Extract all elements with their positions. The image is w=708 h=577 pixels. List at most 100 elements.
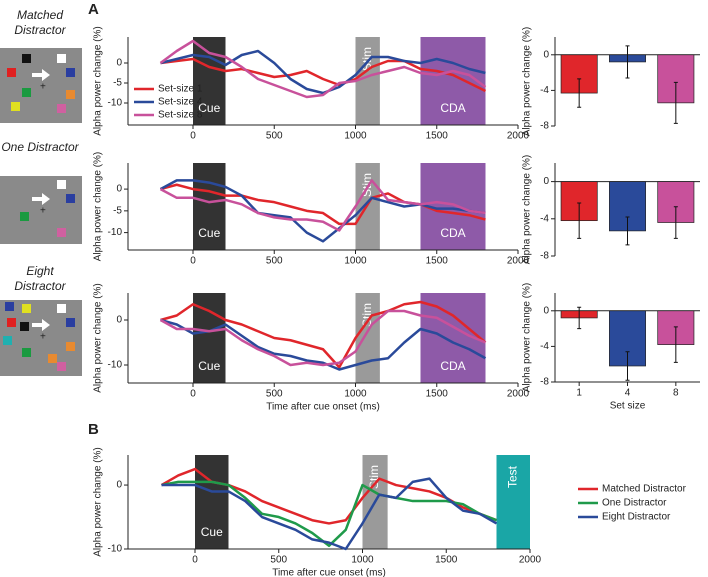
x-tick-label: 4 — [625, 388, 631, 399]
band-label: Stim — [360, 173, 374, 197]
y-axis-label: Alpha power change (%) — [93, 26, 104, 136]
svg-text:+: + — [40, 332, 46, 343]
band-label: Cue — [198, 101, 220, 115]
error-bar — [625, 45, 630, 79]
legend-label: Set-size 4 — [158, 97, 203, 108]
stimulus-display: + — [0, 48, 82, 123]
band-label: CDA — [440, 359, 465, 373]
series-line — [161, 480, 497, 548]
x-axis-label: Set size — [610, 401, 646, 412]
error-bar — [577, 306, 582, 330]
x-tick-label: 1500 — [426, 389, 449, 400]
event-band — [355, 293, 380, 383]
series-line — [160, 49, 486, 95]
svg-text:+: + — [40, 82, 46, 93]
svg-text:+: + — [40, 206, 46, 217]
legend-label: Set-size 8 — [158, 110, 203, 121]
y-axis-label: Alpha power change (%) — [93, 283, 104, 393]
x-tick-label: 0 — [190, 256, 196, 267]
y-tick-label: 0 — [543, 176, 549, 187]
y-tick-label: -10 — [108, 544, 123, 555]
x-tick-label: 2000 — [507, 256, 530, 267]
y-axis-label: Alpha power change (%) — [522, 27, 533, 137]
stimulus-label: One Distractor — [1, 140, 79, 154]
event-band — [195, 455, 229, 549]
error-bar — [577, 202, 582, 239]
y-axis-label: Alpha power change (%) — [522, 155, 533, 265]
x-tick-label: 2000 — [507, 389, 530, 400]
y-tick-label: -5 — [113, 78, 122, 89]
series-line — [159, 179, 486, 232]
error-bar — [673, 206, 678, 239]
event-band — [355, 37, 380, 125]
x-tick-label: 1500 — [426, 131, 449, 142]
x-tick-label: 2000 — [519, 555, 542, 566]
error-bar — [673, 326, 678, 363]
band-label: Test — [505, 465, 519, 488]
band-label: CDA — [440, 226, 465, 240]
x-tick-label: 1 — [576, 388, 582, 399]
x-tick-label: 1500 — [426, 256, 449, 267]
panel-label: A — [88, 1, 99, 18]
error-bar — [625, 351, 630, 381]
error-bar — [673, 81, 678, 124]
y-tick-label: -8 — [540, 121, 549, 132]
series-line — [160, 57, 487, 93]
y-axis-label: Alpha power change (%) — [93, 447, 104, 557]
y-tick-label: -5 — [113, 205, 122, 216]
band-label: Cue — [201, 525, 223, 539]
x-tick-label: 1000 — [351, 555, 374, 566]
band-label: CDA — [440, 101, 465, 115]
x-tick-label: 8 — [673, 388, 679, 399]
stimulus-display: + — [0, 176, 82, 244]
y-axis-label: Alpha power change (%) — [522, 283, 533, 393]
x-tick-label: 0 — [190, 131, 196, 142]
x-tick-label: 0 — [190, 389, 196, 400]
y-tick-label: 0 — [543, 305, 549, 316]
x-axis-label: Time after cue onset (ms) — [266, 402, 380, 413]
series-line — [160, 318, 487, 371]
panel-label: B — [88, 421, 99, 438]
y-axis-label: Alpha power change (%) — [93, 152, 104, 262]
error-bar — [625, 216, 630, 246]
y-tick-label: -10 — [108, 360, 123, 371]
x-tick-label: 500 — [266, 131, 283, 142]
y-tick-label: -4 — [540, 341, 549, 352]
series-line — [160, 183, 486, 226]
x-tick-label: 500 — [266, 256, 283, 267]
event-band — [420, 37, 486, 125]
y-tick-label: 0 — [116, 315, 122, 326]
band-label: Cue — [198, 359, 220, 373]
legend-label: Set-size 1 — [158, 84, 203, 95]
y-tick-label: -10 — [108, 227, 123, 238]
x-tick-label: 2000 — [507, 131, 530, 142]
legend-label: Matched Distractor — [602, 484, 687, 495]
band-label: Stim — [367, 465, 381, 489]
event-band — [496, 455, 530, 549]
x-tick-label: 1000 — [344, 131, 367, 142]
x-tick-label: 1000 — [344, 256, 367, 267]
x-tick-label: 500 — [266, 389, 283, 400]
x-axis-label: Time after cue onset (ms) — [272, 568, 386, 577]
y-tick-label: -4 — [540, 85, 549, 96]
y-tick-label: 0 — [116, 58, 122, 69]
error-bar — [577, 78, 582, 108]
band-label: Stim — [360, 303, 374, 327]
stimulus-label: Eight Distractor — [14, 264, 66, 293]
series-line — [159, 179, 486, 243]
legend-label: Eight Distractor — [602, 512, 671, 523]
y-tick-label: 0 — [116, 480, 122, 491]
series-line — [159, 309, 486, 367]
stimulus-label: Matched Distractor — [14, 8, 66, 37]
series-line — [161, 477, 498, 551]
y-tick-label: -10 — [108, 98, 123, 109]
band-label: Cue — [198, 226, 220, 240]
y-tick-label: 0 — [116, 184, 122, 195]
y-tick-label: -8 — [540, 377, 549, 388]
x-tick-label: 0 — [192, 555, 198, 566]
event-band — [193, 293, 226, 383]
series-line — [160, 300, 487, 369]
stimulus-display: + — [0, 300, 82, 376]
